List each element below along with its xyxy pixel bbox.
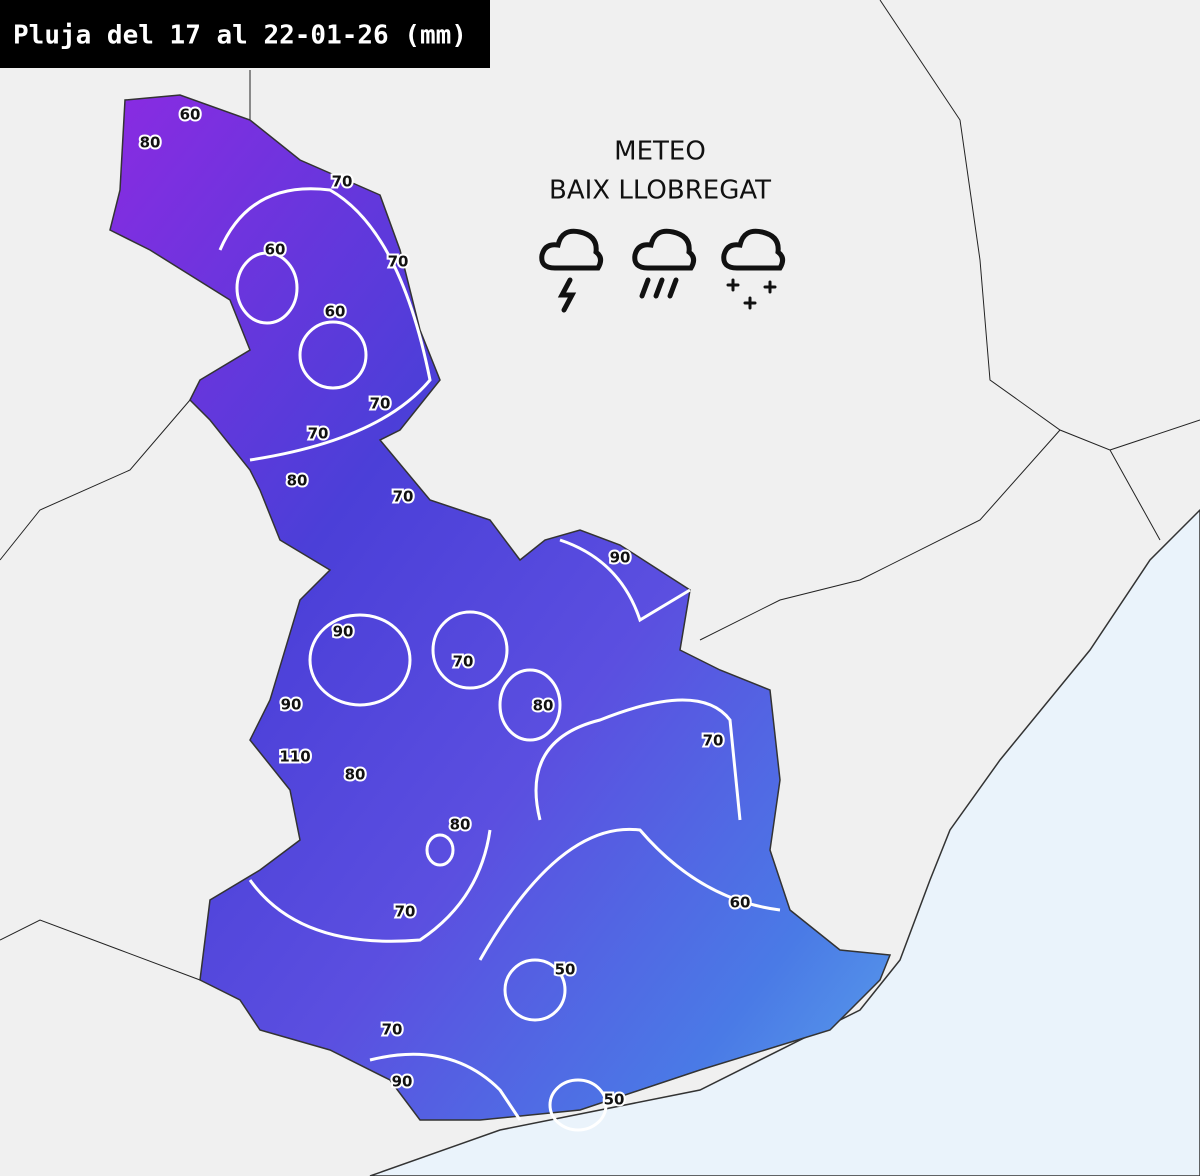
contour-label: 80	[345, 766, 366, 784]
contour-label: 110	[279, 748, 310, 766]
contour-label: 80	[287, 472, 308, 490]
contour-label: 80	[450, 816, 471, 834]
contour-label: 60	[265, 241, 286, 259]
contour-label: 60	[180, 106, 201, 124]
weather-icons	[539, 228, 786, 313]
contour-label: 80	[140, 134, 161, 152]
contour-label: 70	[370, 395, 391, 413]
region	[109, 94, 892, 1121]
contour-label: 50	[555, 961, 576, 979]
contour-label: 70	[703, 732, 724, 750]
contour-label: 80	[533, 697, 554, 715]
contour-label: 70	[382, 1021, 403, 1039]
contours	[218, 187, 781, 1132]
contour-label: 50	[604, 1091, 625, 1109]
contour-label: 70	[393, 488, 414, 506]
contour-label: 70	[308, 425, 329, 443]
contour-label: 70	[395, 903, 416, 921]
contour-label: 60	[730, 894, 751, 912]
contour-label: 90	[392, 1073, 413, 1091]
contour-label: 90	[281, 696, 302, 714]
logo-line1: METEO	[614, 137, 706, 167]
contour-labels: 60 80 70 60 70 60 70 70 80 70 90 90 70 80 90 110 80 70 80 7…	[138, 104, 753, 1111]
title: Pluja del 17 al 22-01-26 (mm)	[13, 21, 467, 51]
contour-label: 70	[388, 253, 409, 271]
borders	[0, 0, 1200, 981]
contour-label: 60	[325, 303, 346, 321]
contour-label: 90	[610, 549, 631, 567]
contour-label: 90	[333, 623, 354, 641]
title-box	[0, 0, 490, 68]
sea	[369, 508, 1200, 1176]
contour-label: 70	[453, 653, 474, 671]
contour-label: 70	[332, 173, 353, 191]
logo-line2: BAIX LLOBREGAT	[549, 176, 771, 206]
